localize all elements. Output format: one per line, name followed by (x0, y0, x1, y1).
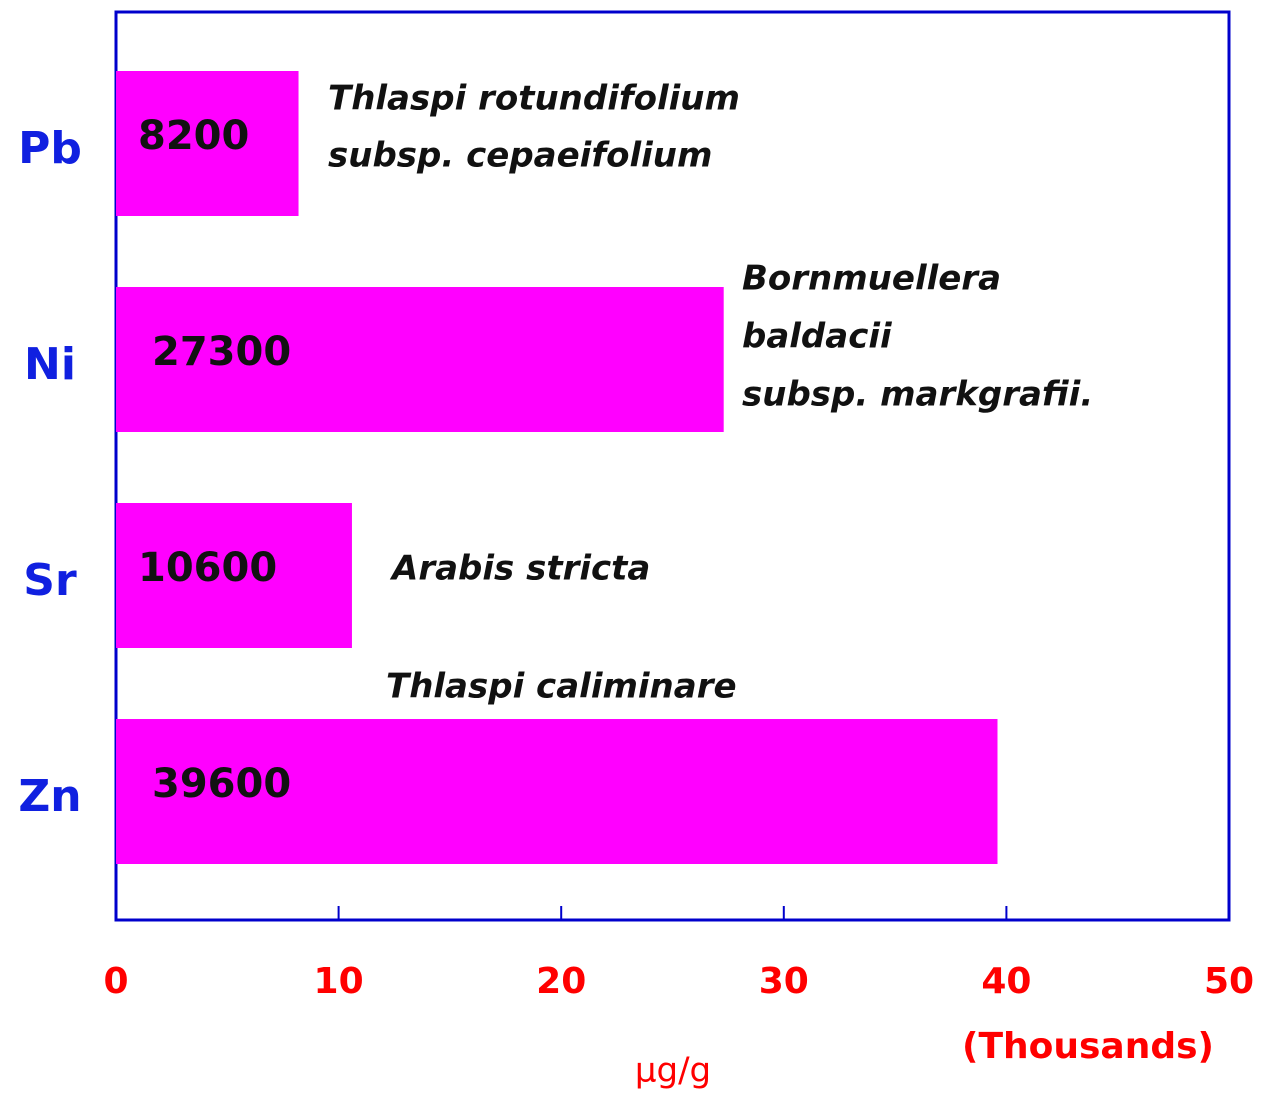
annotation: Thlaspi rotundifolium (328, 79, 740, 119)
bar (116, 503, 352, 648)
annotation: Bornmuellera (742, 259, 1001, 299)
x-tick-label: 10 (314, 961, 364, 1002)
category-label: Sr (23, 555, 77, 606)
x-axis-label: µg/g (635, 1051, 711, 1091)
value-label: 8200 (138, 113, 249, 159)
bar (116, 71, 299, 216)
value-label: 39600 (152, 761, 291, 807)
category-label: Ni (24, 339, 76, 390)
category-label: Pb (18, 123, 82, 174)
x-tick-label: 40 (981, 961, 1031, 1002)
x-tick-label: 50 (1204, 961, 1254, 1002)
value-label: 10600 (138, 545, 277, 591)
plot-frame (114, 10, 1231, 922)
x-tick-label: 20 (536, 961, 586, 1002)
bar (116, 719, 998, 864)
x-tick-label: 30 (759, 961, 809, 1002)
annotation: Arabis stricta (389, 549, 650, 589)
annotation: subsp. cepaeifolium (328, 136, 712, 176)
x-unit-label: (Thousands) (962, 1026, 1214, 1067)
category-label: Zn (18, 771, 81, 822)
x-tick-label: 0 (103, 961, 128, 1002)
annotation: subsp. markgrafii. (742, 375, 1093, 415)
value-label: 27300 (152, 329, 291, 375)
annotation: Thlaspi caliminare (386, 667, 737, 707)
bar (116, 287, 724, 432)
annotation: baldacii (742, 317, 893, 357)
